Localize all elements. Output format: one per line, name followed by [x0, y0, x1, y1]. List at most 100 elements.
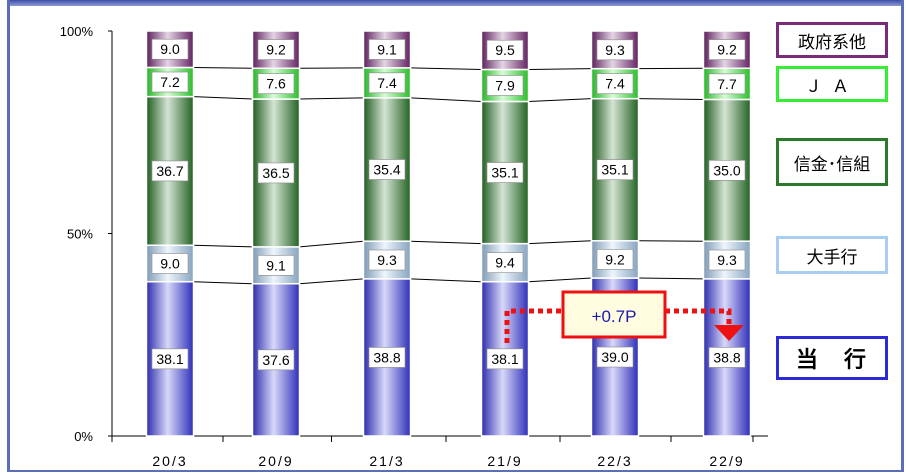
- data-label-box: [708, 249, 746, 271]
- bars: [145, 30, 752, 437]
- data-label: 9.3: [377, 252, 397, 268]
- legend-item: 当 行: [776, 336, 888, 380]
- data-label: 7.4: [605, 76, 625, 92]
- data-label-box: [368, 159, 406, 180]
- annotation-line-left: [504, 308, 563, 343]
- data-label-box: [151, 71, 189, 93]
- connector-line: [193, 281, 253, 285]
- data-label: 35.0: [713, 162, 740, 178]
- connector-line: [299, 278, 364, 285]
- data-label-box: [486, 252, 524, 273]
- x-tick-label: 20/3: [152, 453, 187, 469]
- x-tick-label: 20/9: [258, 453, 293, 469]
- data-label-box: [486, 75, 524, 96]
- data-label: 7.6: [266, 76, 286, 92]
- data-label-box: [596, 249, 634, 270]
- data-label: 9.2: [605, 251, 625, 267]
- data-label: 7.4: [377, 75, 397, 91]
- data-label-box: [257, 162, 295, 184]
- y-tick-label: 0%: [74, 429, 93, 444]
- data-label-box: [368, 39, 406, 60]
- connector-line: [638, 277, 704, 280]
- data-label: 35.1: [491, 165, 518, 181]
- connector-line: [410, 278, 482, 283]
- connector-line: [299, 97, 364, 100]
- legend-item: 信金･信組: [776, 138, 888, 186]
- x-tick-label: 22/3: [597, 453, 632, 469]
- connector-line: [410, 67, 482, 70]
- data-label: 9.3: [717, 252, 737, 268]
- data-label: 35.1: [601, 162, 628, 178]
- data-label-box: [151, 160, 189, 182]
- data-label-box: [257, 254, 295, 276]
- data-label: 9.0: [160, 255, 180, 271]
- legend-item: 政府系他: [776, 22, 888, 58]
- connector-line: [528, 277, 592, 283]
- data-label-box: [596, 39, 634, 61]
- annotation-box: [561, 290, 667, 339]
- data-label: 7.9: [495, 77, 515, 93]
- y-tick-label: 50%: [67, 227, 93, 242]
- data-label-box: [486, 348, 524, 370]
- data-label: 36.7: [156, 163, 183, 179]
- axes: 0% 50% 100% 20/3 20/9 21/3 21/9 22/3 22/9: [60, 24, 768, 469]
- data-label: 7.2: [160, 74, 180, 90]
- connector-line: [410, 97, 482, 102]
- data-label-box: [596, 346, 634, 368]
- data-label: 35.4: [373, 162, 400, 178]
- data-label: 36.5: [262, 165, 289, 181]
- data-label-box: [257, 349, 295, 371]
- data-label-box: [368, 249, 406, 271]
- annotation-line-right: [665, 308, 732, 325]
- data-label: 9.1: [377, 41, 397, 57]
- data-label-box: [151, 38, 189, 60]
- legend-item: 大手行: [776, 236, 888, 274]
- data-label: 39.0: [601, 349, 628, 365]
- connector-lines: [193, 66, 704, 285]
- data-label: 9.3: [605, 42, 625, 58]
- x-tick-label: 21/9: [487, 453, 522, 469]
- data-label: 37.6: [262, 352, 289, 368]
- data-label-box: [596, 159, 634, 181]
- x-tick-label: 21/3: [369, 453, 404, 469]
- connector-line: [528, 68, 592, 70]
- data-label: 7.7: [717, 76, 737, 92]
- connector-line: [193, 66, 253, 69]
- top-banner: [7, 0, 904, 6]
- connector-line: [299, 240, 364, 248]
- annotation: +0.7P: [504, 290, 744, 343]
- data-label-box: [708, 39, 746, 60]
- connector-line: [528, 98, 592, 102]
- data-label-box: [708, 347, 746, 368]
- data-label-box: [368, 72, 406, 94]
- x-tick-label: 22/9: [709, 453, 744, 469]
- legend-item: ＪＡ: [776, 66, 888, 102]
- chart-frame: [7, 0, 904, 472]
- connector-line: [410, 240, 482, 245]
- data-label-box: [257, 73, 295, 94]
- data-label: 38.8: [713, 349, 740, 365]
- data-label-box: [708, 73, 746, 95]
- data-label: 38.8: [373, 349, 400, 365]
- data-label: 38.1: [491, 351, 518, 367]
- annotation-arrow: [714, 325, 744, 341]
- data-label: 9.2: [717, 42, 737, 58]
- connector-line: [528, 240, 592, 245]
- data-label-box: [486, 162, 524, 183]
- data-label: 9.5: [495, 42, 515, 58]
- data-label: 9.4: [495, 255, 515, 271]
- connector-line: [193, 244, 253, 248]
- y-tick-label: 100%: [60, 24, 94, 39]
- connector-line: [638, 98, 704, 100]
- data-labels: 38.1 9.0 36.7 7.2 9.0 37.6 9.1 36.5 7.6 9.2 38.8 9.…: [151, 38, 746, 371]
- data-label-box: [257, 39, 295, 60]
- data-label-box: [486, 39, 524, 61]
- data-label: 38.1: [156, 351, 183, 367]
- connector-line: [193, 96, 253, 100]
- data-label: 9.0: [160, 41, 180, 57]
- data-label-box: [708, 160, 746, 181]
- data-label-box: [151, 253, 189, 274]
- data-label-box: [151, 348, 189, 370]
- annotation-label: +0.7P: [592, 307, 637, 326]
